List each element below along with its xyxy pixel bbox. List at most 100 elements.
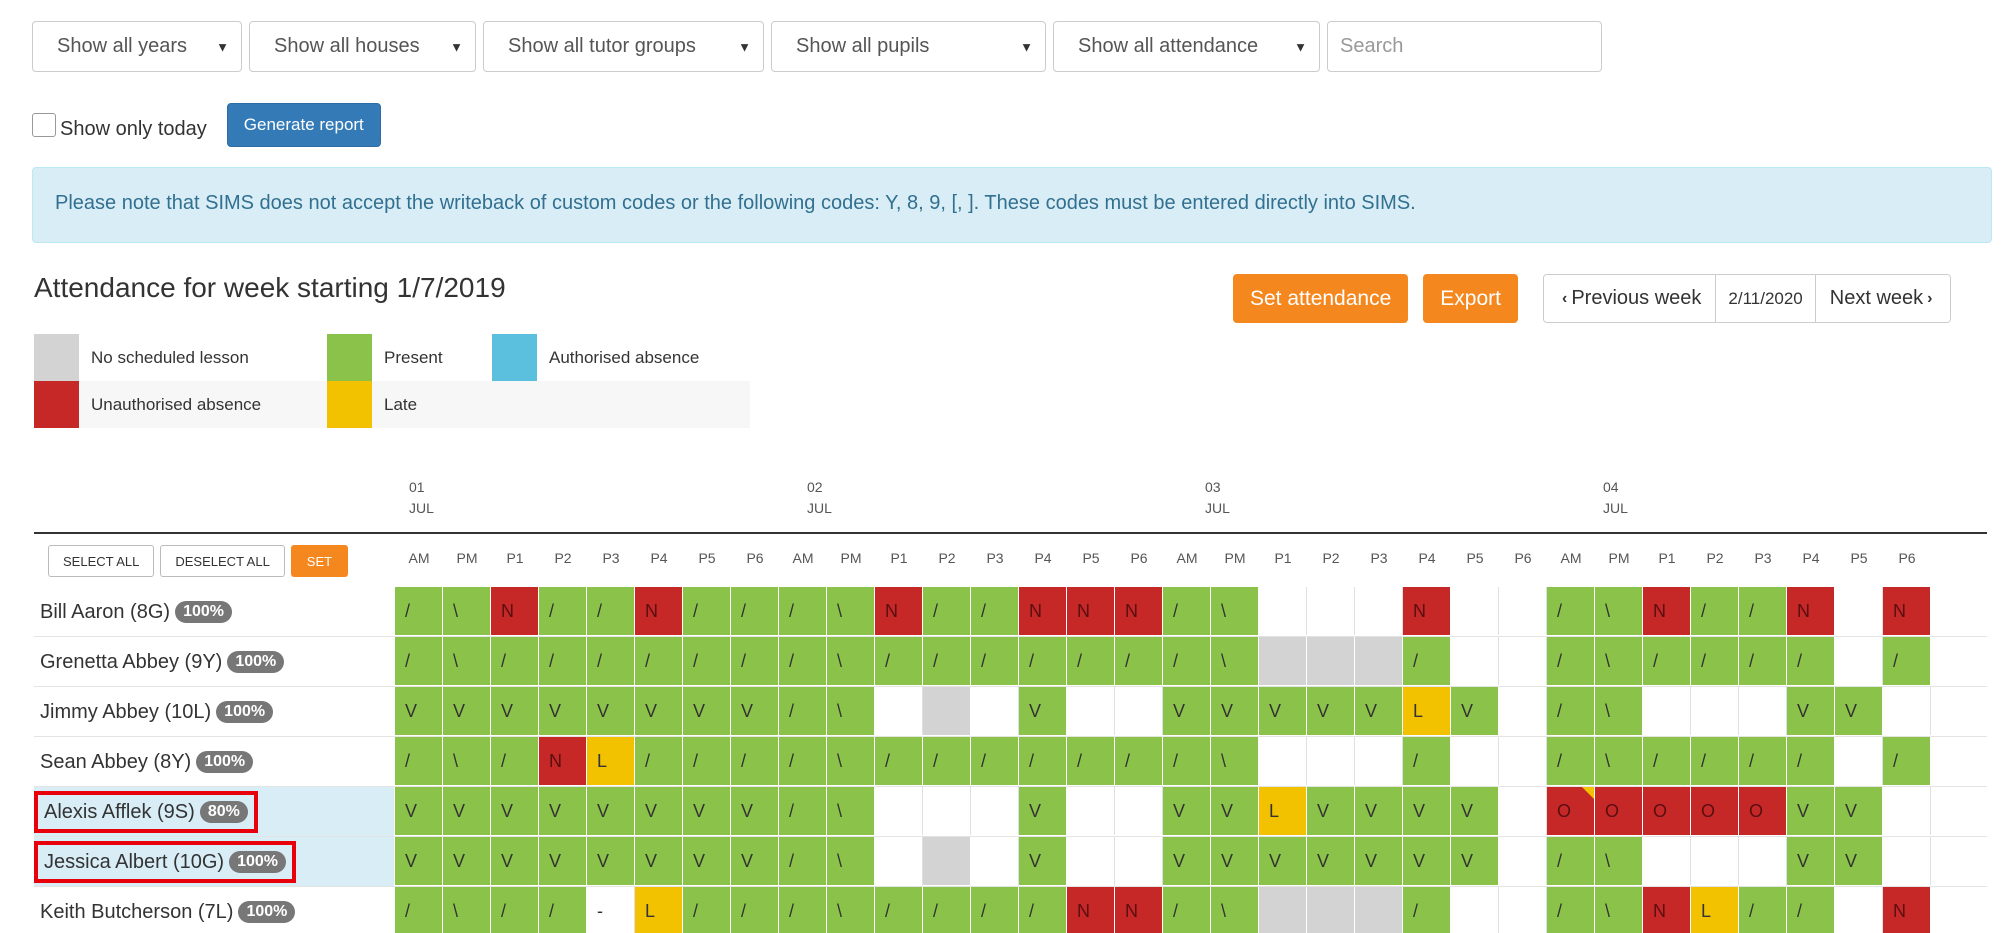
attendance-cell[interactable]: V xyxy=(395,687,443,735)
attendance-cell[interactable] xyxy=(875,687,923,735)
attendance-cell[interactable]: / xyxy=(971,637,1019,685)
attendance-cell[interactable]: / xyxy=(1739,587,1787,635)
attendance-cell[interactable]: L xyxy=(635,887,683,933)
attendance-cell[interactable]: V xyxy=(1211,837,1259,885)
attendance-cell[interactable]: / xyxy=(731,887,779,933)
house-filter-select[interactable]: Show all houses ▼ xyxy=(249,21,476,72)
attendance-cell[interactable]: / xyxy=(1739,737,1787,785)
deselect-all-button[interactable]: DESELECT ALL xyxy=(160,545,285,577)
attendance-cell[interactable]: V xyxy=(539,837,587,885)
attendance-cell[interactable]: / xyxy=(683,587,731,635)
attendance-cell[interactable] xyxy=(1499,687,1547,735)
attendance-cell[interactable]: / xyxy=(1067,737,1115,785)
attendance-cell[interactable]: L xyxy=(1691,887,1739,933)
attendance-cell[interactable]: / xyxy=(1547,737,1595,785)
attendance-cell[interactable]: V xyxy=(1211,787,1259,835)
attendance-cell[interactable] xyxy=(1691,837,1739,885)
attendance-cell[interactable]: / xyxy=(731,637,779,685)
attendance-cell[interactable]: \ xyxy=(443,737,491,785)
pupil-name-cell[interactable]: Bill Aaron (8G) 100% xyxy=(34,591,238,633)
attendance-cell[interactable] xyxy=(1307,737,1355,785)
attendance-cell[interactable]: N xyxy=(1019,587,1067,635)
attendance-cell[interactable]: V xyxy=(395,837,443,885)
attendance-cell[interactable]: V xyxy=(1835,787,1883,835)
attendance-cell[interactable]: \ xyxy=(827,787,875,835)
attendance-cell[interactable] xyxy=(923,787,971,835)
attendance-cell[interactable]: V xyxy=(395,787,443,835)
attendance-cell[interactable] xyxy=(1115,837,1163,885)
pupil-name-cell[interactable]: Alexis Afflek (9S) 80% xyxy=(34,791,258,833)
attendance-cell[interactable] xyxy=(1259,587,1307,635)
attendance-cell[interactable]: \ xyxy=(827,887,875,933)
attendance-cell[interactable]: / xyxy=(1547,837,1595,885)
attendance-cell[interactable]: / xyxy=(587,637,635,685)
attendance-cell[interactable]: N xyxy=(491,587,539,635)
attendance-cell[interactable]: / xyxy=(683,637,731,685)
show-only-today-checkbox[interactable] xyxy=(32,113,56,137)
attendance-cell[interactable]: V xyxy=(1019,837,1067,885)
attendance-cell[interactable]: / xyxy=(635,737,683,785)
attendance-cell[interactable] xyxy=(875,837,923,885)
attendance-cell[interactable] xyxy=(1451,737,1499,785)
attendance-cell[interactable]: N xyxy=(875,587,923,635)
attendance-cell[interactable]: / xyxy=(395,637,443,685)
attendance-cell[interactable]: / xyxy=(1547,687,1595,735)
attendance-cell[interactable]: V xyxy=(1307,837,1355,885)
attendance-cell[interactable]: V xyxy=(1259,837,1307,885)
attendance-cell[interactable] xyxy=(1643,687,1691,735)
attendance-cell[interactable]: / xyxy=(779,737,827,785)
attendance-cell[interactable] xyxy=(1835,637,1883,685)
attendance-cell[interactable]: V xyxy=(683,787,731,835)
attendance-cell[interactable] xyxy=(1451,587,1499,635)
attendance-cell[interactable] xyxy=(1499,587,1547,635)
attendance-cell[interactable]: \ xyxy=(1211,737,1259,785)
attendance-cell[interactable]: V xyxy=(1451,787,1499,835)
attendance-cell[interactable]: / xyxy=(1691,587,1739,635)
set-button[interactable]: SET xyxy=(290,545,349,577)
attendance-cell[interactable]: / xyxy=(1403,887,1451,933)
attendance-cell[interactable]: / xyxy=(779,587,827,635)
pupil-filter-select[interactable]: Show all pupils ▼ xyxy=(771,21,1046,72)
attendance-cell[interactable]: V xyxy=(635,837,683,885)
pupil-name-cell[interactable]: Grenetta Abbey (9Y) 100% xyxy=(34,641,290,683)
attendance-cell[interactable]: \ xyxy=(443,887,491,933)
attendance-cell[interactable]: / xyxy=(971,737,1019,785)
attendance-cell[interactable] xyxy=(1691,687,1739,735)
attendance-cell[interactable] xyxy=(1835,737,1883,785)
attendance-cell[interactable]: N xyxy=(1883,887,1931,933)
attendance-cell[interactable]: V xyxy=(587,837,635,885)
tutor-group-filter-select[interactable]: Show all tutor groups ▼ xyxy=(483,21,764,72)
attendance-cell[interactable]: / xyxy=(1787,737,1835,785)
attendance-cell[interactable]: / xyxy=(875,637,923,685)
attendance-cell[interactable] xyxy=(1307,637,1355,685)
attendance-cell[interactable]: N xyxy=(635,587,683,635)
attendance-cell[interactable]: / xyxy=(1067,637,1115,685)
attendance-cell[interactable]: V xyxy=(1163,687,1211,735)
attendance-cell[interactable]: - xyxy=(587,887,635,933)
attendance-cell[interactable]: V xyxy=(731,837,779,885)
attendance-cell[interactable]: / xyxy=(491,887,539,933)
attendance-cell[interactable]: / xyxy=(779,837,827,885)
attendance-cell[interactable]: V xyxy=(1355,687,1403,735)
attendance-cell[interactable]: N xyxy=(1643,587,1691,635)
attendance-cell[interactable] xyxy=(1835,587,1883,635)
attendance-cell[interactable]: / xyxy=(923,737,971,785)
attendance-cell[interactable]: L xyxy=(1259,787,1307,835)
attendance-cell[interactable]: / xyxy=(971,587,1019,635)
attendance-cell[interactable]: / xyxy=(1883,737,1931,785)
pupil-name-cell[interactable]: Keith Butcherson (7L) 100% xyxy=(34,891,301,933)
attendance-cell[interactable]: V xyxy=(1451,687,1499,735)
attendance-cell[interactable]: O xyxy=(1739,787,1787,835)
attendance-cell[interactable]: / xyxy=(1547,887,1595,933)
attendance-cell[interactable]: / xyxy=(539,887,587,933)
attendance-cell[interactable]: \ xyxy=(827,687,875,735)
attendance-cell[interactable]: / xyxy=(779,637,827,685)
attendance-cell[interactable]: V xyxy=(587,787,635,835)
attendance-cell[interactable]: / xyxy=(923,637,971,685)
attendance-filter-select[interactable]: Show all attendance ▼ xyxy=(1053,21,1320,72)
attendance-cell[interactable]: V xyxy=(1211,687,1259,735)
attendance-cell[interactable]: \ xyxy=(1595,687,1643,735)
attendance-cell[interactable]: / xyxy=(731,587,779,635)
attendance-cell[interactable]: / xyxy=(1403,637,1451,685)
attendance-cell[interactable]: / xyxy=(1691,637,1739,685)
